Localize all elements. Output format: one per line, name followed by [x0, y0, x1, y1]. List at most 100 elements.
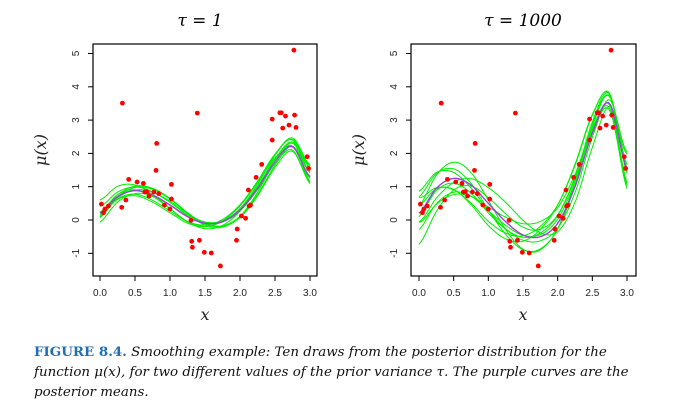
data-point [218, 263, 223, 269]
y-axis-label: μ(x) [31, 134, 50, 166]
data-point [120, 100, 125, 106]
data-point [608, 47, 614, 53]
data-point [596, 110, 601, 116]
data-point [487, 181, 493, 187]
x-tick-label: 1.5 [198, 288, 212, 299]
data-point [480, 202, 486, 208]
x-tick-label: 0.0 [93, 288, 107, 299]
data-point [134, 179, 140, 185]
data-point [417, 201, 423, 207]
x-tick-label: 0.5 [447, 288, 461, 299]
caption-text: Smoothing example: Ten draws from the po… [34, 345, 629, 400]
data-point [610, 125, 616, 130]
data-point [563, 187, 569, 193]
data-point [463, 189, 468, 195]
x-tick-label: 3.0 [303, 288, 317, 299]
posterior-draw-line [418, 104, 628, 225]
x-axis-label: x [518, 305, 527, 324]
data-point [506, 217, 512, 223]
data-point [485, 206, 491, 212]
x-tick-label: 0.0 [412, 288, 426, 299]
data-point [291, 47, 297, 53]
x-axis-label: x [200, 305, 209, 324]
data-point [234, 237, 239, 243]
data-point [565, 202, 571, 208]
data-point [420, 210, 425, 216]
data-point [234, 226, 240, 232]
data-point [99, 201, 104, 207]
data-point [508, 244, 513, 250]
data-point [472, 167, 477, 173]
data-point [526, 250, 532, 256]
x-tick-label: 2.0 [233, 288, 247, 299]
data-point [190, 244, 195, 250]
y-tick-label: 0 [71, 217, 82, 223]
data-point [469, 189, 475, 195]
data-point [623, 165, 629, 171]
data-point [560, 215, 566, 221]
data-point [156, 191, 162, 197]
data-point [194, 110, 200, 116]
y-tick-label: 3 [71, 117, 82, 123]
data-point [487, 196, 493, 202]
data-point [246, 187, 251, 193]
data-point [609, 112, 615, 118]
data-point [459, 180, 465, 186]
data-point [306, 165, 311, 171]
data-point [421, 206, 427, 212]
data-point [154, 141, 160, 146]
data-point [151, 189, 157, 195]
x-tick-label: 0.5 [128, 288, 142, 299]
data-point [169, 196, 174, 202]
panel-title: τ = 1 [177, 11, 222, 31]
data-point [188, 217, 194, 223]
data-point [576, 161, 582, 167]
posterior-draw-line [418, 90, 628, 237]
data-point [474, 191, 480, 197]
data-point [248, 202, 253, 208]
x-tick-label: 3.0 [620, 288, 634, 299]
data-point [465, 193, 470, 199]
x-tick-label: 1.0 [163, 288, 177, 299]
data-point [269, 137, 275, 143]
data-point [445, 176, 450, 182]
y-tick-label: 2 [71, 150, 82, 156]
y-tick-label: 5 [389, 50, 400, 56]
left-panel: τ = 1 0.0 0.5 1.0 1.5 2.0 2.5 3.0 -1 0 1 2 3 4 5 x μ(x) [31, 11, 318, 324]
data-point [292, 112, 297, 118]
data-point [587, 137, 592, 143]
data-point [293, 125, 299, 130]
data-point [603, 122, 609, 128]
data-point [587, 116, 592, 122]
posterior-draw-line [99, 141, 311, 224]
data-point [535, 263, 541, 269]
data-point [424, 203, 430, 209]
data-point [283, 113, 288, 119]
data-point [512, 110, 518, 116]
data-point [278, 110, 284, 116]
posterior-draw-line [99, 138, 311, 226]
data-point [552, 226, 558, 232]
data-point [597, 125, 603, 131]
y-tick-label: -1 [71, 248, 82, 257]
posterior-draw-line [418, 95, 628, 252]
data-point [106, 203, 111, 209]
data-point [167, 206, 173, 212]
y-axis-label: μ(x) [349, 134, 368, 166]
figure-canvas: τ = 10.0 0.5 1.0 1.5 2.0 2.5 3.0-1012345xμ(x) … [31, 11, 637, 324]
data-point [438, 100, 444, 106]
data-point [621, 154, 627, 160]
posterior-draw-line [418, 92, 628, 253]
x-tick-label: 2.0 [551, 288, 565, 299]
data-point [169, 181, 174, 187]
data-point [123, 197, 129, 203]
data-point [442, 197, 448, 203]
figure-label: FIGURE 8.4. [34, 344, 127, 360]
data-point [146, 193, 152, 199]
data-point [119, 204, 125, 210]
x-tick-label: 2.5 [268, 288, 282, 299]
data-point [259, 161, 265, 167]
data-point [269, 116, 275, 122]
data-point [253, 174, 259, 180]
data-point [286, 122, 292, 128]
